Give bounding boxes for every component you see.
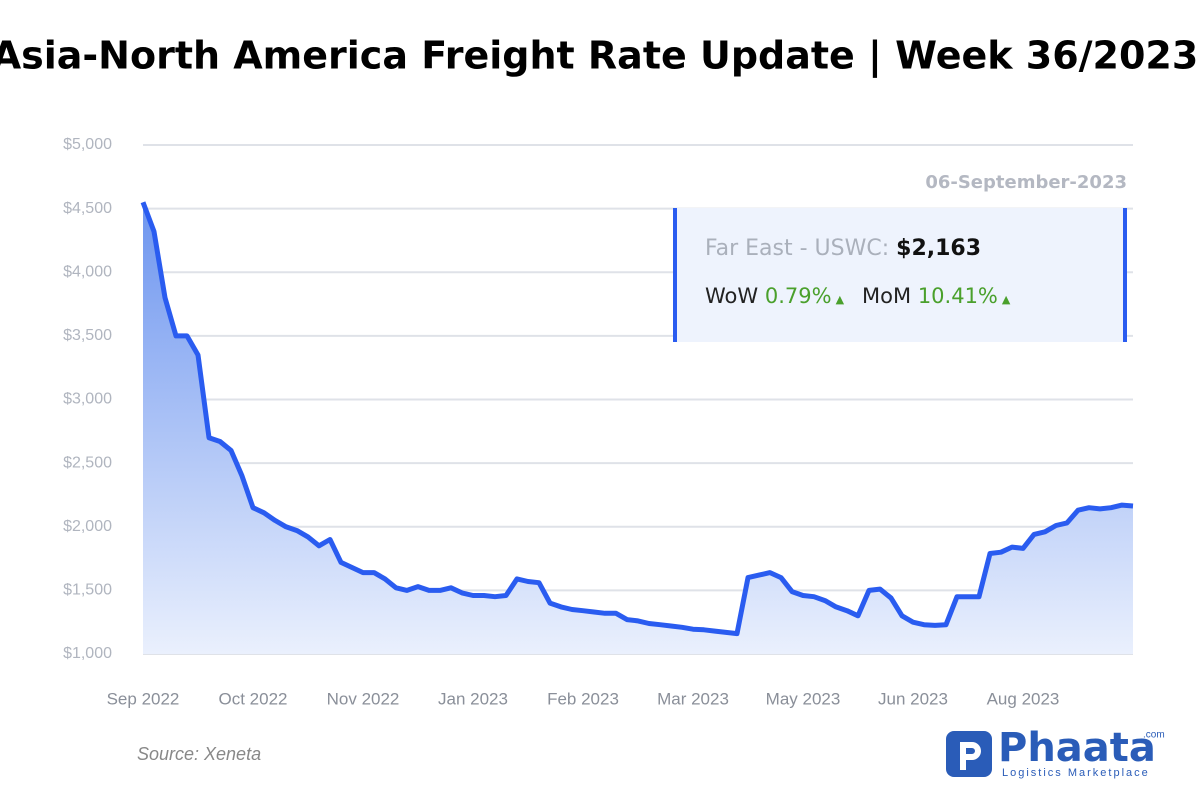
y-tick-label: $2,000 [63, 518, 112, 535]
x-tick-label: Jan 2023 [438, 689, 508, 708]
logo-tagline: Logistics Marketplace [1002, 767, 1150, 779]
area [143, 202, 1133, 655]
logo-name: Phaata [998, 725, 1156, 771]
y-tick-label: $3,500 [63, 327, 112, 344]
x-tick-label: Mar 2023 [657, 689, 729, 708]
wow-value: 0.79% [764, 284, 832, 308]
callout-row: WoW 0.79% ▲ MoM 10.41% ▲ [705, 284, 1028, 308]
wow-label: WoW [705, 284, 759, 308]
mom-label: MoM [862, 284, 912, 308]
x-tick-label: Feb 2023 [547, 689, 619, 708]
y-tick-label: $4,500 [63, 200, 112, 217]
x-tick-label: Nov 2022 [327, 689, 400, 708]
chart-title: Asia-North America Freight Rate Update |… [0, 34, 1198, 79]
logo-p [960, 742, 981, 770]
y-tick-label: $5,000 [63, 136, 112, 153]
line [140, 201, 1134, 637]
y-tick-label: $1,500 [63, 582, 112, 599]
x-tick-label: Sep 2022 [107, 689, 180, 708]
callout-row: Far East - USWC: $2,163 [705, 236, 981, 261]
y-tick-label: $2,500 [63, 454, 112, 471]
up-arrow: ▲ [835, 293, 845, 306]
mom-value: 10.41% [917, 284, 998, 308]
logo-suffix: .com [1143, 730, 1165, 741]
up-arrow: ▲ [1001, 293, 1011, 306]
plot: $1,000 $1,500 $2,000 $2,500 $3,000 $3,500 $4,0… [63, 136, 1134, 708]
source: Source: Xeneta [137, 744, 261, 764]
callout-date: 06-September-2023 [925, 172, 1127, 193]
x-tick-label: Jun 2023 [878, 689, 948, 708]
callout: Far East - USWC: $2,163 WoW 0.79% ▲ MoM 10… [673, 208, 1127, 342]
x-tick-label: Oct 2022 [219, 689, 288, 708]
callout-value: $2,163 [896, 236, 982, 261]
y-tick-label: $4,000 [63, 263, 112, 280]
x-tick-label: Aug 2023 [987, 689, 1060, 708]
x-tick-label: May 2023 [766, 689, 841, 708]
callout-label: Far East - USWC: [705, 236, 890, 261]
y-tick-label: $1,000 [63, 645, 112, 662]
y-tick-label: $3,000 [63, 391, 112, 408]
